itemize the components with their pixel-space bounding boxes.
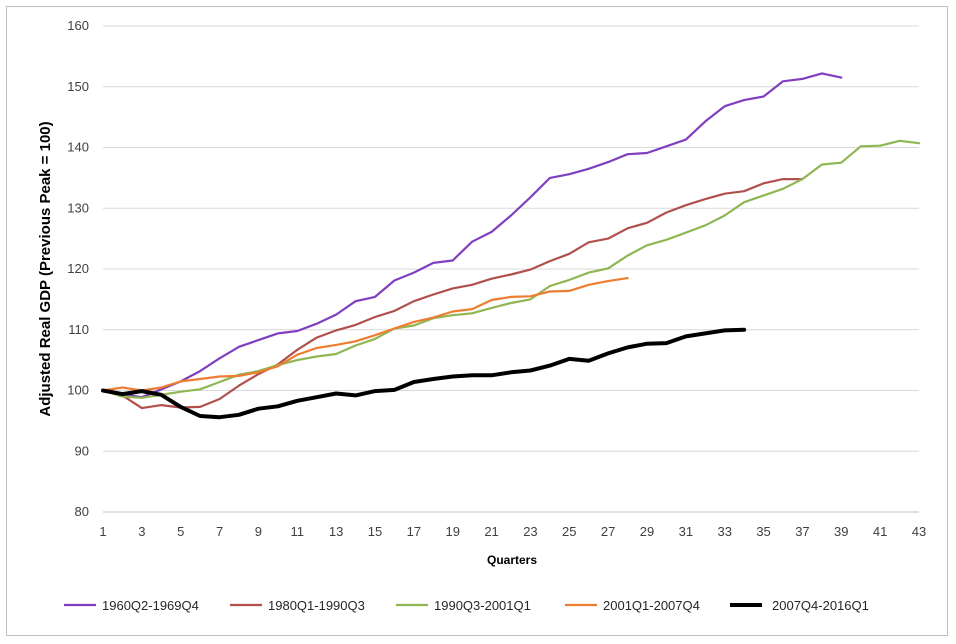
x-tick-label: 33 <box>717 524 731 539</box>
x-axis-title: Quarters <box>487 553 537 567</box>
x-tick-label: 25 <box>562 524 576 539</box>
y-tick-label: 100 <box>67 383 89 398</box>
y-tick-label: 130 <box>67 200 89 215</box>
legend-label: 2007Q4-2016Q1 <box>772 598 869 613</box>
x-tick-label: 19 <box>445 524 459 539</box>
x-tick-label: 5 <box>177 524 184 539</box>
x-tick-label: 41 <box>873 524 887 539</box>
x-tick-label: 21 <box>484 524 498 539</box>
x-tick-label: 23 <box>523 524 537 539</box>
y-axis-title: Adjusted Real GDP (Previous Peak = 100) <box>37 121 54 416</box>
x-tick-label: 29 <box>640 524 654 539</box>
y-tick-label: 120 <box>67 261 89 276</box>
x-tick-label: 7 <box>216 524 223 539</box>
x-tick-label: 15 <box>368 524 382 539</box>
x-tick-label: 17 <box>407 524 421 539</box>
x-tick-label: 3 <box>138 524 145 539</box>
x-tick-label: 39 <box>834 524 848 539</box>
x-tick-label: 27 <box>601 524 615 539</box>
y-tick-label: 90 <box>75 443 89 458</box>
series-line <box>101 277 629 392</box>
x-tick-label: 31 <box>679 524 693 539</box>
x-tick-label: 11 <box>291 524 305 539</box>
legend-label: 1960Q2-1969Q4 <box>102 598 199 613</box>
y-tick-label: 110 <box>68 322 89 337</box>
y-tick-label: 150 <box>67 79 89 94</box>
y-tick-label: 140 <box>67 140 89 155</box>
legend-label: 1980Q1-1990Q3 <box>268 598 365 613</box>
x-tick-label: 1 <box>99 524 106 539</box>
series-line <box>101 72 843 399</box>
series-line <box>101 327 747 420</box>
series-line <box>101 178 804 410</box>
y-tick-label: 160 <box>67 18 89 33</box>
series-line <box>101 139 921 399</box>
y-tick-label: 80 <box>75 504 89 519</box>
x-tick-label: 43 <box>912 524 926 539</box>
chart-frame <box>6 6 948 636</box>
legend-label: 1990Q3-2001Q1 <box>434 598 531 613</box>
x-tick-label: 9 <box>255 524 262 539</box>
x-tick-label: 13 <box>329 524 343 539</box>
legend-label: 2001Q1-2007Q4 <box>603 598 700 613</box>
x-tick-label: 37 <box>795 524 809 539</box>
x-tick-label: 35 <box>756 524 770 539</box>
